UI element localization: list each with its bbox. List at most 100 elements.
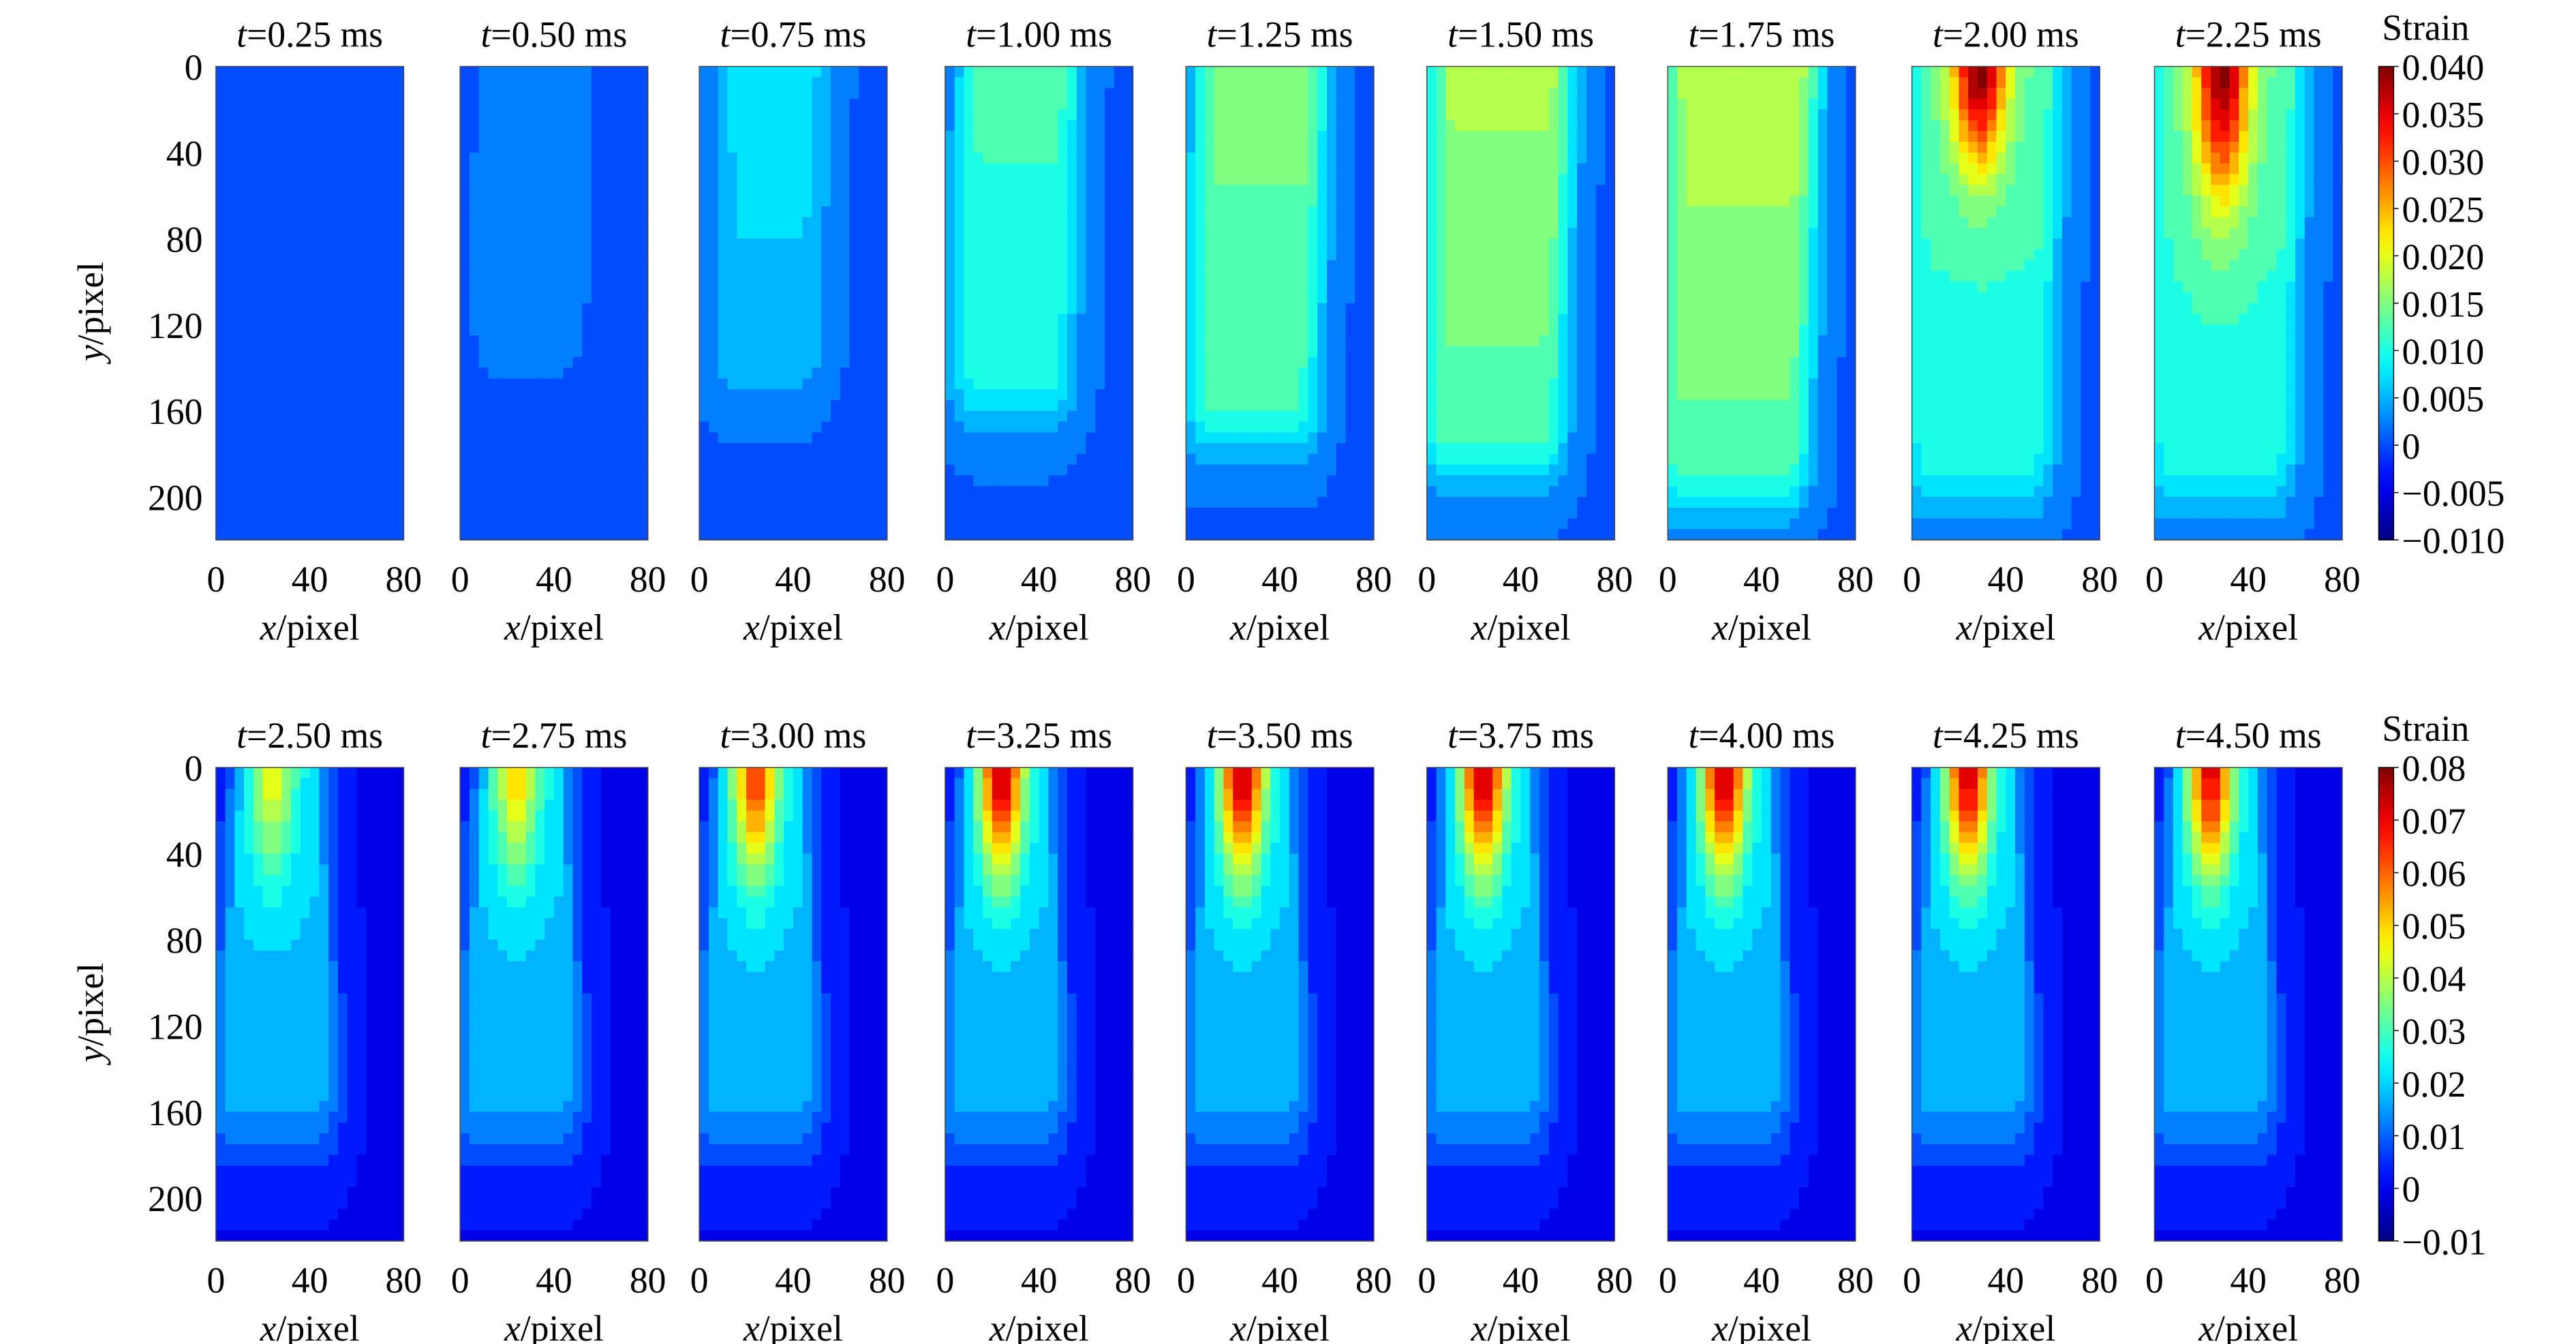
heatmap-cell — [1539, 185, 1550, 196]
heatmap-cell — [793, 163, 803, 175]
heatmap-cell — [1326, 185, 1337, 196]
heatmap-cell — [497, 66, 508, 78]
heatmap-cell — [1039, 518, 1049, 530]
heatmap-cell — [300, 432, 311, 444]
heatmap-cell — [1011, 249, 1021, 261]
heatmap-cell — [1336, 497, 1347, 508]
heatmap-cell — [272, 443, 283, 455]
heatmap-cell — [1483, 152, 1494, 164]
heatmap-cell — [1455, 195, 1465, 207]
heatmap-cell — [1336, 389, 1347, 401]
heatmap-cell — [1095, 389, 1105, 401]
heatmap-cell — [1436, 292, 1447, 304]
heatmap-cell — [1105, 518, 1115, 530]
heatmap-cell — [1426, 303, 1437, 315]
heatmap-cell — [1308, 260, 1318, 272]
heatmap-cell — [281, 195, 292, 207]
heatmap-cell — [262, 529, 273, 540]
heatmap-cell — [1308, 228, 1318, 239]
heatmap-cell — [1577, 260, 1587, 272]
heatmap-cell — [347, 378, 358, 390]
heatmap-cell — [1577, 163, 1587, 175]
heatmap-cell — [1076, 443, 1087, 455]
heatmap-cell — [582, 410, 592, 423]
heatmap-cell — [384, 66, 395, 78]
heatmap-cell — [1539, 324, 1550, 337]
heatmap-cell — [727, 195, 738, 207]
heatmap-cell — [460, 432, 470, 444]
heatmap-cell — [1233, 378, 1243, 390]
heatmap-cell — [262, 432, 273, 444]
heatmap-cell — [553, 410, 564, 423]
heatmap-cell — [582, 195, 592, 207]
heatmap-cell — [802, 281, 813, 293]
heatmap-cell — [877, 346, 888, 358]
heatmap-cell — [1105, 185, 1115, 196]
heatmap-cell — [954, 98, 965, 110]
heatmap-cell — [812, 389, 823, 401]
heatmap-cell — [954, 271, 965, 283]
heatmap-cell — [328, 292, 339, 304]
heatmap-cell — [945, 142, 955, 153]
heatmap-cell — [859, 120, 869, 132]
heatmap-cell — [802, 507, 813, 519]
heatmap-cell — [281, 314, 292, 326]
heatmap-cell — [1020, 185, 1030, 196]
heatmap-cell — [1195, 432, 1206, 444]
heatmap-cell — [610, 335, 621, 347]
heatmap-cell — [1223, 195, 1234, 207]
time-variable: t — [236, 14, 247, 55]
heatmap-cell — [629, 174, 639, 185]
heatmap-cell — [1270, 497, 1281, 508]
heatmap-cell — [384, 421, 395, 433]
heatmap-cell — [1204, 88, 1215, 100]
heatmap-cell — [619, 389, 630, 401]
heatmap-cell — [992, 410, 1002, 423]
heatmap-cell — [619, 88, 630, 100]
heatmap-cell — [516, 335, 527, 347]
heatmap-cell — [1567, 142, 1578, 153]
heatmap-cell — [1086, 507, 1097, 519]
heatmap-cell — [225, 421, 236, 433]
heatmap-cell — [699, 152, 709, 164]
heatmap-cell — [840, 109, 850, 121]
heatmap-cell — [849, 260, 860, 272]
heatmap-cell — [1326, 497, 1337, 508]
heatmap-cell — [1586, 314, 1597, 326]
heatmap-cell — [830, 88, 841, 100]
heatmap-cell — [366, 98, 376, 110]
heatmap-cell — [964, 206, 975, 218]
heatmap-cell — [525, 410, 536, 423]
heatmap-cell — [1011, 239, 1021, 250]
heatmap-cell — [1436, 217, 1447, 229]
heatmap-cell — [572, 66, 583, 78]
heatmap-cell — [572, 324, 583, 337]
heatmap-cell — [1436, 131, 1447, 142]
heatmap-cell — [727, 324, 738, 337]
heatmap-cell — [1195, 98, 1206, 110]
heatmap-cell — [1186, 421, 1196, 433]
heatmap-cell — [830, 228, 841, 239]
heatmap-cell — [384, 324, 395, 337]
heatmap-cell — [1595, 174, 1606, 185]
heatmap-cell — [699, 507, 709, 519]
heatmap-cell — [812, 464, 823, 476]
heatmap-cell — [309, 228, 320, 239]
heatmap-cell — [535, 131, 545, 142]
heatmap-cell — [507, 185, 517, 196]
heatmap-cell — [291, 486, 301, 498]
heatmap-cell — [1445, 249, 1456, 261]
heatmap-cell — [755, 432, 766, 444]
heatmap-cell — [1326, 453, 1337, 465]
heatmap-cell — [1123, 163, 1134, 175]
heatmap-cell — [469, 464, 480, 476]
heatmap-cell — [638, 239, 649, 250]
heatmap-cell — [699, 367, 709, 380]
heatmap-cell — [1029, 163, 1040, 175]
heatmap-cell — [1308, 443, 1318, 455]
heatmap-cell — [291, 507, 301, 519]
heatmap-cell — [840, 152, 850, 164]
heatmap-cell — [1577, 88, 1587, 100]
heatmap-cell — [1345, 346, 1356, 358]
heatmap-cell — [1558, 228, 1569, 239]
